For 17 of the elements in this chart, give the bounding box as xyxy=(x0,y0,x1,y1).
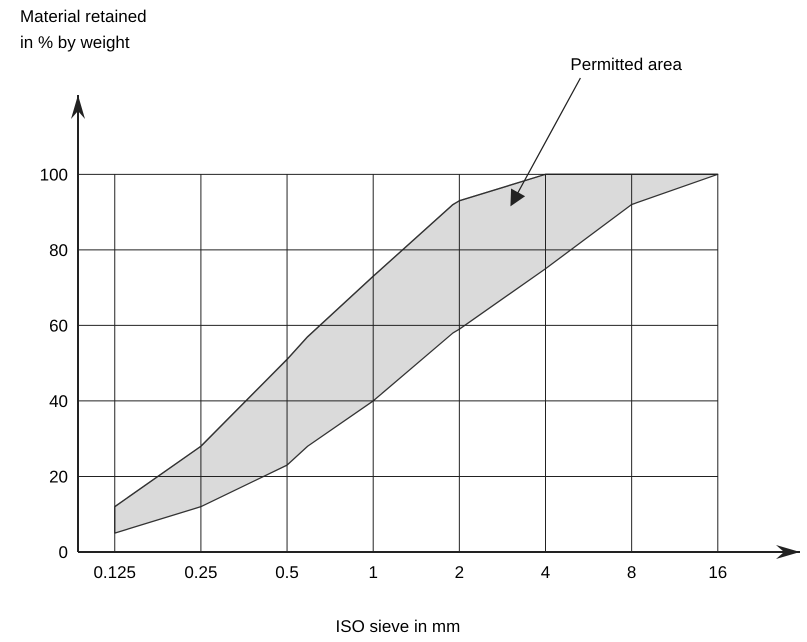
x-tick-label: 1 xyxy=(368,563,378,582)
x-tick-label: 2 xyxy=(454,563,464,582)
y-tick-label: 40 xyxy=(49,392,68,411)
x-tick-label: 4 xyxy=(540,563,550,582)
y-tick-label: 0 xyxy=(58,543,68,562)
x-tick-label: 0.125 xyxy=(93,563,136,582)
y-tick-label: 60 xyxy=(49,316,68,336)
x-tick-label: 16 xyxy=(708,563,728,582)
x-axis-title: ISO sieve in mm xyxy=(336,617,460,636)
text: Permitted area xyxy=(570,55,682,74)
y-tick-label: 20 xyxy=(49,467,68,486)
y-axis-title: Material retained in % by weight xyxy=(20,7,147,52)
y-tick-label: 80 xyxy=(49,240,68,260)
x-tick-label: 0.25 xyxy=(184,563,218,582)
y-tick-label: 100 xyxy=(40,165,68,184)
x-tick-label: 8 xyxy=(626,563,636,582)
x-tick-label: 0.5 xyxy=(275,563,299,582)
